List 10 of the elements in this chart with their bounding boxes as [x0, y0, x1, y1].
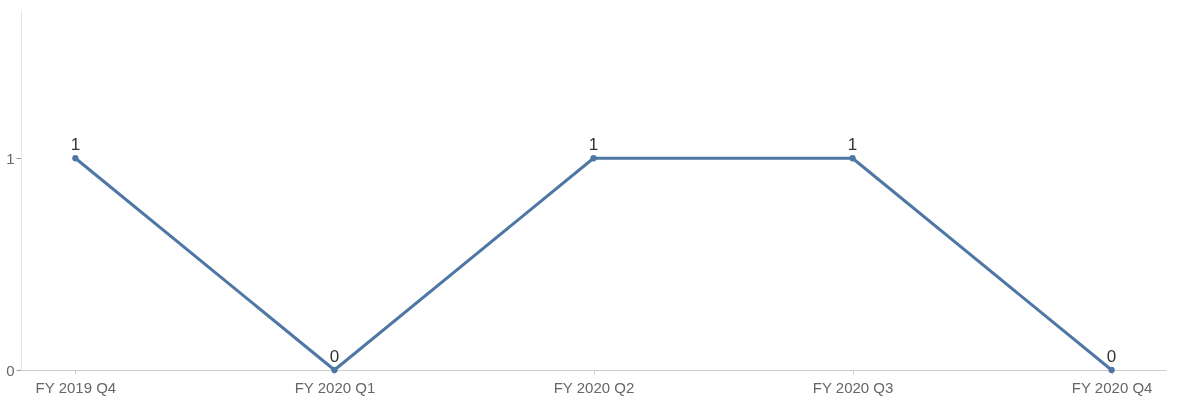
x-tick-label: FY 2020 Q3 [812, 378, 894, 396]
data-label: 1 [588, 135, 599, 155]
data-label: 0 [329, 347, 340, 366]
data-label: 1 [847, 135, 858, 155]
x-tick-label: FY 2020 Q1 [294, 378, 376, 396]
data-label: 0 [1106, 347, 1117, 366]
data-label: 1 [70, 135, 81, 155]
x-tick-label: FY 2020 Q2 [553, 378, 635, 396]
x-tick-label: FY 2019 Q4 [35, 378, 117, 396]
x-tick-label: FY 2020 Q4 [1071, 378, 1153, 396]
